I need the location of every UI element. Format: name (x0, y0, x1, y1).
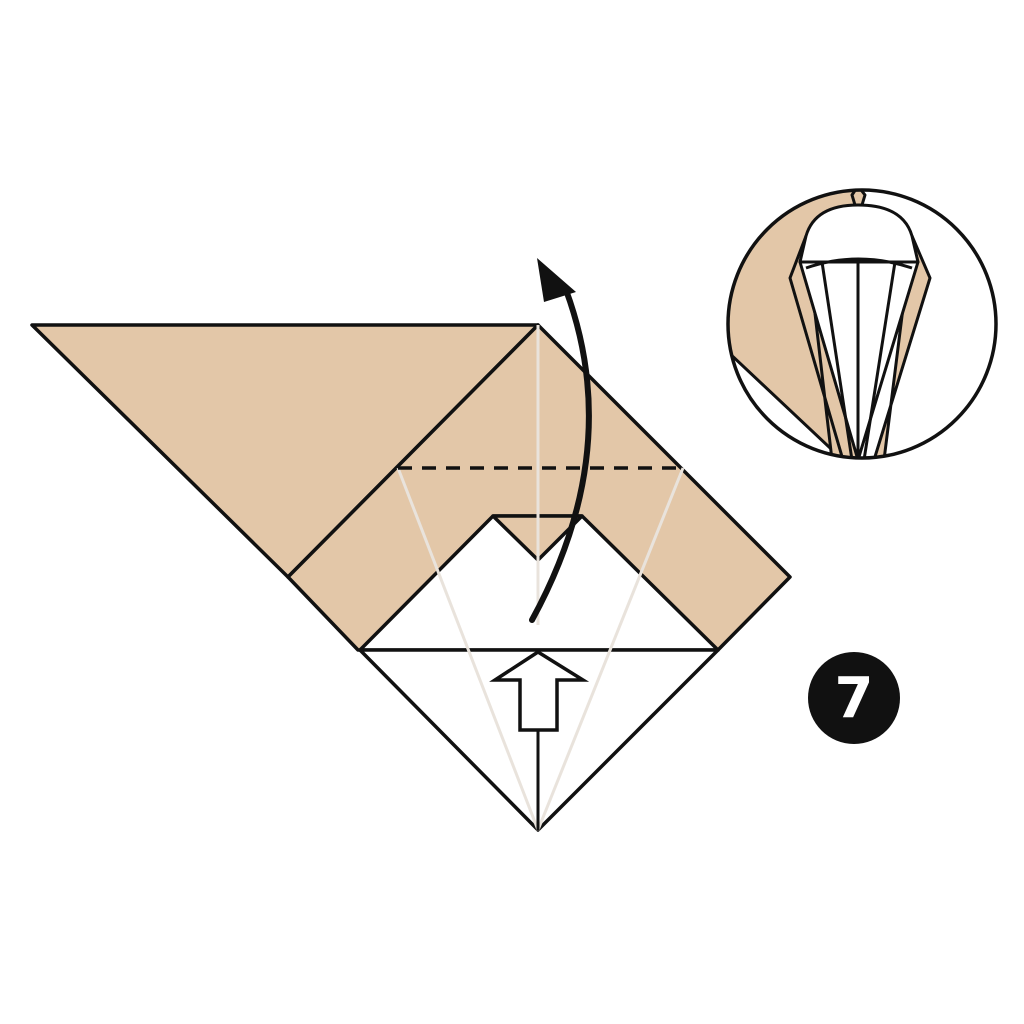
step-number: 7 (834, 666, 874, 731)
zoom-circle-icon (726, 188, 998, 460)
folded-paper (30, 323, 792, 832)
hollow-up-arrow-icon (489, 649, 590, 732)
crease-lines (396, 325, 685, 831)
step-number-badge: 7 (808, 652, 900, 744)
curved-arrow-icon (529, 258, 592, 623)
